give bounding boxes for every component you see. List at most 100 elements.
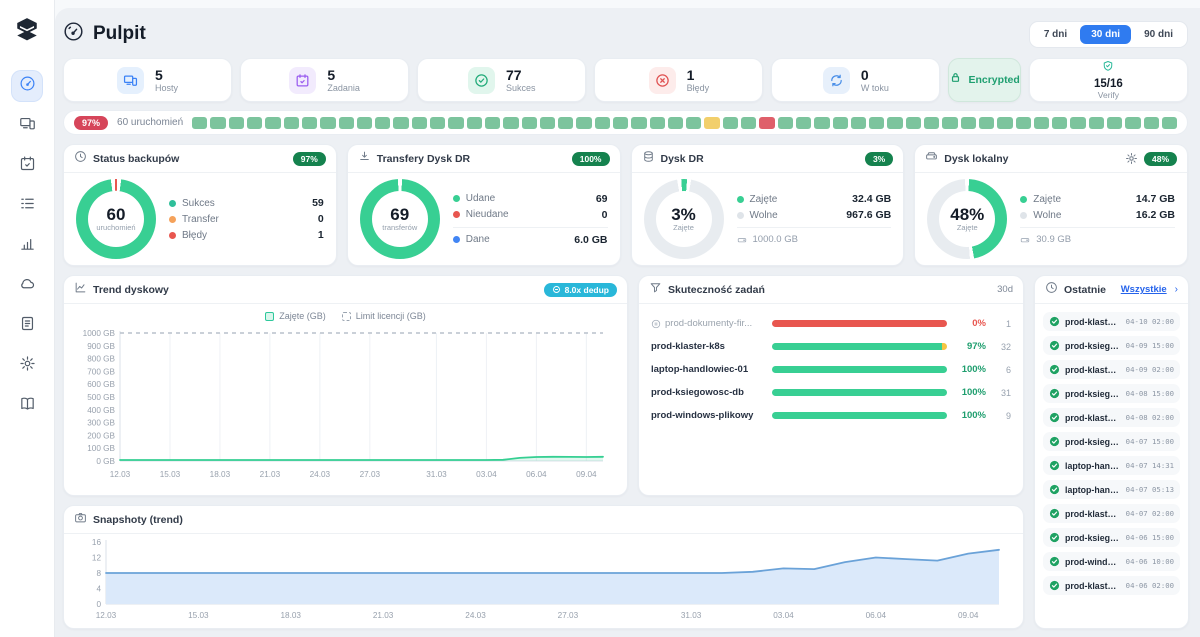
event-time: 04-07 02:00 [1125,509,1174,518]
legend-row: Zajęte 32.4 GB [736,193,891,205]
legend-row: Błędy 1 [169,229,324,241]
range-90d-button[interactable]: 90 dni [1133,25,1184,44]
run-block-ok [1143,116,1159,129]
legend-dot [736,195,744,203]
svg-text:16: 16 [92,538,102,547]
sidebar-item-hosts[interactable] [12,111,42,141]
event-time: 04-09 15:00 [1125,341,1174,350]
status-badge: 48% [1143,151,1177,166]
sidebar-item-notes[interactable] [12,311,42,341]
card-recent-events: Ostatnie Wszystkie › prod-klaster-k8s 04-… [1034,275,1189,629]
recent-event-row[interactable]: prod-ksiegowo... 04-09 15:00 [1043,336,1180,355]
svg-text:15.03: 15.03 [188,611,209,620]
task-success-rate: 100% [961,364,986,375]
task-run-count: 6 [1005,364,1011,375]
card-backup-status-header: Status backupów 97% [64,145,336,173]
legend-row-data: Dane 6.0 GB [452,234,608,246]
task-name: prod-ksiegowosc-db [651,387,744,398]
occupied-swatch [265,311,275,321]
divider [452,226,608,228]
run-block-ok [1070,116,1086,129]
sidebar-item-tasks[interactable] [12,151,42,181]
card-title: Ostatnie [1064,283,1107,296]
sidebar-item-dashboard[interactable] [12,71,42,101]
legend-dot [452,195,460,202]
view-all-link[interactable]: Wszystkie [1120,284,1167,295]
recent-event-row[interactable]: prod-klaster-k8s 04-06 02:00 [1043,576,1180,595]
legend-row: Wolne 967.6 GB [736,209,891,221]
stat-card-encrypted[interactable]: Encrypted [948,58,1021,102]
legend-dot [169,199,176,207]
divider [1020,227,1175,228]
run-block-ok [247,116,263,129]
donut-value: 48% [950,205,985,225]
gear-icon [19,355,36,377]
stat-card-success[interactable]: 77 Sukces [417,58,587,102]
run-block-ok [1161,116,1178,129]
run-block-ok [503,116,519,129]
in-progress-count: 0 [860,66,869,83]
run-block-ok [539,116,556,129]
task-row[interactable]: prod-dokumenty-fir... 0% 1 [639,312,1023,335]
event-time: 04-06 15:00 [1125,533,1174,542]
run-block-ok [448,116,464,129]
status-badge: 97% [292,151,326,166]
legend-dot [736,211,744,219]
donut-label: transferów [382,222,418,232]
task-row[interactable]: prod-windows-plikowy 100% 9 [639,404,1023,427]
success-count: 77 [505,66,522,83]
devices-icon [19,115,36,137]
card-disk-trend-header: Trend dyskowy 8.0x dedup [64,276,627,304]
sidebar-item-docs[interactable] [12,391,42,421]
range-selector: 7 dni 30 dni 90 dni [1028,20,1188,48]
recent-event-row[interactable]: prod-klaster-k8s 04-10 02:00 [1043,312,1180,331]
range-7d-button[interactable]: 7 dni [1033,25,1078,44]
success-check-icon [1049,388,1060,399]
range-30d-button[interactable]: 30 dni [1080,24,1132,44]
task-row[interactable]: laptop-handlowiec-01 100% 6 [639,358,1023,381]
sidebar-item-reports[interactable] [12,231,42,261]
recent-event-row[interactable]: prod-windows-... 04-06 10:00 [1043,552,1180,571]
event-name: laptop-handlo... [1065,460,1121,471]
run-block-ok [814,116,830,129]
recent-event-row[interactable]: prod-ksiegowo... 04-06 15:00 [1043,528,1180,547]
sidebar-item-settings[interactable] [12,351,42,381]
card-recent-header: Ostatnie Wszystkie › [1035,276,1188,304]
local-disk-settings-icon[interactable] [1125,152,1138,165]
card-dr-transfers: Transfery Dysk DR 100% 69 transferów Udan… [346,144,621,266]
event-time: 04-07 05:13 [1125,485,1174,494]
task-row[interactable]: prod-ksiegowosc-db 100% 31 [639,381,1023,404]
task-row[interactable]: prod-klaster-k8s 97% 32 [639,335,1023,358]
run-block-ok [905,116,922,129]
recent-event-row[interactable]: laptop-handlo... 04-07 14:31 [1043,456,1180,475]
svg-text:27.03: 27.03 [360,470,381,479]
run-block-ok [613,116,629,129]
svg-text:24.03: 24.03 [310,470,331,479]
event-time: 04-10 02:00 [1125,317,1174,326]
recent-event-row[interactable]: laptop-handlo... 04-07 05:13 [1043,480,1180,499]
recent-event-row[interactable]: prod-klaster-k8s 04-08 02:00 [1043,408,1180,427]
stat-card-errors[interactable]: 1 Błędy [594,58,764,102]
card-title: Dysk DR [660,152,704,165]
sidebar-item-logs[interactable] [12,191,42,221]
legend-row: Udane 69 [452,193,608,205]
stat-card-hosts[interactable]: 5 Hosty [63,58,233,102]
legend-dot [169,215,176,223]
recent-event-row[interactable]: prod-klaster-k8s 04-07 02:00 [1043,504,1180,523]
run-block-ok [1088,116,1105,129]
recent-event-row[interactable]: prod-klaster-k8s 04-09 02:00 [1043,360,1180,379]
sidebar-item-cloud[interactable] [12,271,42,301]
in-progress-label: W toku [860,82,889,93]
stat-card-verify[interactable]: 15/16 Verify [1028,58,1188,102]
run-block-warning [704,116,720,129]
recent-event-row[interactable]: prod-ksiegowo... 04-07 15:00 [1043,432,1180,451]
recent-event-row[interactable]: prod-ksiegowo... 04-08 15:00 [1043,384,1180,403]
line-chart-icon [74,281,87,299]
donut-value: 69 [390,205,410,225]
hdd-icon [925,150,938,168]
stat-card-tasks[interactable]: 5 Zadania [240,58,410,102]
runs-status-bar: 97% 60 uruchomień [63,110,1188,135]
svg-text:21.03: 21.03 [260,470,281,479]
run-block-ok [521,116,537,129]
